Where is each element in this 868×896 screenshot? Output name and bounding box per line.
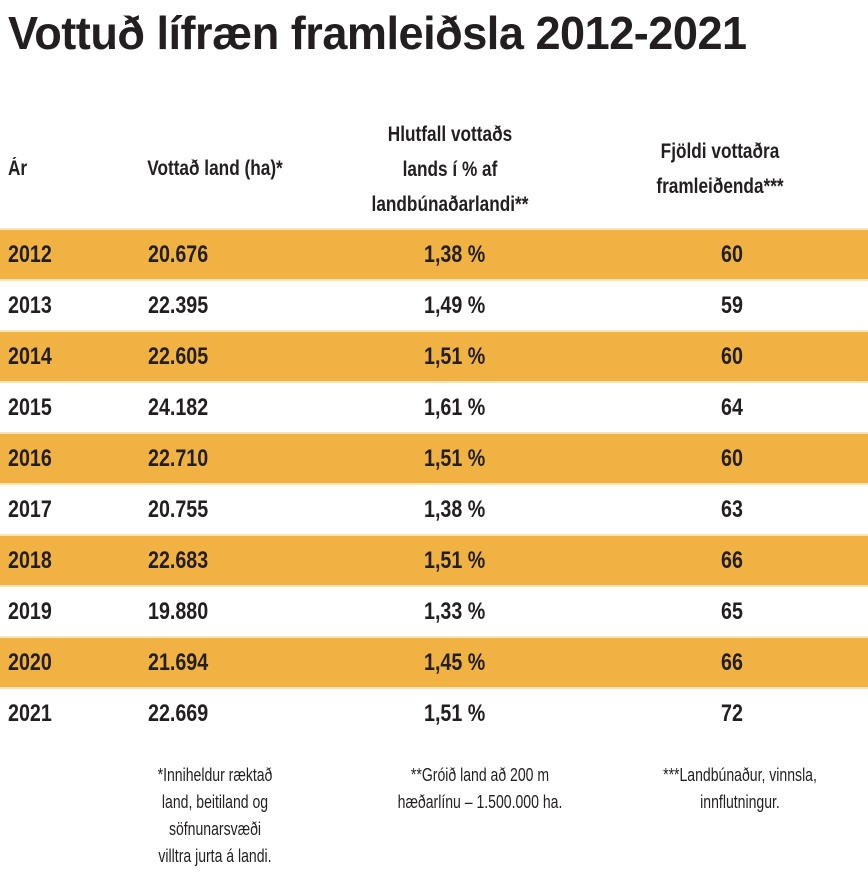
table-row: 2015 24.182 1,61 % 64 xyxy=(0,381,868,432)
cell-land-percentage: 1,51 % xyxy=(424,445,486,472)
cell-land-percentage: 1,38 % xyxy=(424,496,486,523)
cell-producers: 59 xyxy=(721,292,743,319)
table-row: 2014 22.605 1,51 % 60 xyxy=(0,330,868,381)
cell-year: 2016 xyxy=(8,445,52,472)
table-body: 2012 20.676 1,38 % 60 2013 22.395 1,49 % 59 2014… xyxy=(0,228,868,738)
table-row: 2016 22.710 1,51 % 60 xyxy=(0,432,868,483)
cell-year: 2012 xyxy=(8,241,52,268)
cell-producers: 60 xyxy=(721,343,743,370)
table-row: 2018 22.683 1,51 % 66 xyxy=(0,534,868,585)
table-row: 2012 20.676 1,38 % 60 xyxy=(0,228,868,279)
cell-producers: 64 xyxy=(721,394,743,421)
cell-year: 2020 xyxy=(8,649,52,676)
cell-producers: 60 xyxy=(721,445,743,472)
cell-certified-land: 20.676 xyxy=(148,241,209,268)
table-row: 2019 19.880 1,33 % 65 xyxy=(0,585,868,636)
footnote-producers: ***Landbúnaður, vinnsla, innflutningur. xyxy=(663,765,817,812)
cell-certified-land: 24.182 xyxy=(148,394,209,421)
header-certified-land: Vottað land (ha)* xyxy=(147,157,283,180)
cell-producers: 60 xyxy=(721,241,743,268)
table-row: 2013 22.395 1,49 % 59 xyxy=(0,279,868,330)
cell-land-percentage: 1,45 % xyxy=(424,649,486,676)
cell-certified-land: 22.669 xyxy=(148,700,209,727)
header-year: Ár xyxy=(8,157,28,180)
header-land-percentage: Hlutfall vottaðs lands í % af landbúnaða… xyxy=(371,123,529,216)
cell-producers: 63 xyxy=(721,496,743,523)
table-row: 2021 22.669 1,51 % 72 xyxy=(0,687,868,738)
cell-land-percentage: 1,51 % xyxy=(424,700,486,727)
cell-producers: 65 xyxy=(721,598,743,625)
cell-year: 2013 xyxy=(8,292,52,319)
footnote-percentage: **Gróið land að 200 m hæðarlínu – 1.500.… xyxy=(397,765,563,812)
cell-year: 2014 xyxy=(8,343,52,370)
cell-land-percentage: 1,33 % xyxy=(424,598,486,625)
cell-year: 2017 xyxy=(8,496,52,523)
cell-land-percentage: 1,49 % xyxy=(424,292,486,319)
table-row: 2020 21.694 1,45 % 66 xyxy=(0,636,868,687)
footnote-land: *Inniheldur ræktað land, beitiland og sö… xyxy=(157,765,273,866)
cell-certified-land: 21.694 xyxy=(148,649,209,676)
cell-certified-land: 20.755 xyxy=(148,496,209,523)
cell-producers: 72 xyxy=(721,700,743,727)
cell-certified-land: 22.605 xyxy=(148,343,209,370)
cell-producers: 66 xyxy=(721,649,743,676)
cell-certified-land: 22.710 xyxy=(148,445,209,472)
cell-year: 2021 xyxy=(8,700,52,727)
page-title: Vottuð lífræn framleiðsla 2012-2021 xyxy=(8,7,747,59)
cell-producers: 66 xyxy=(721,547,743,574)
cell-year: 2019 xyxy=(8,598,52,625)
cell-year: 2015 xyxy=(8,394,52,421)
cell-certified-land: 19.880 xyxy=(148,598,209,625)
cell-land-percentage: 1,61 % xyxy=(424,394,486,421)
header-producers: Fjöldi vottaðra framleiðenda*** xyxy=(656,140,784,198)
cell-land-percentage: 1,38 % xyxy=(424,241,486,268)
cell-certified-land: 22.395 xyxy=(148,292,209,319)
organic-production-table: Ár Vottað land (ha)* Hlutfall vottaðs la… xyxy=(0,105,868,738)
cell-certified-land: 22.683 xyxy=(148,547,209,574)
table-row: 2017 20.755 1,38 % 63 xyxy=(0,483,868,534)
table-header: Ár Vottað land (ha)* Hlutfall vottaðs la… xyxy=(0,105,868,228)
cell-land-percentage: 1,51 % xyxy=(424,547,486,574)
cell-land-percentage: 1,51 % xyxy=(424,343,486,370)
cell-year: 2018 xyxy=(8,547,52,574)
